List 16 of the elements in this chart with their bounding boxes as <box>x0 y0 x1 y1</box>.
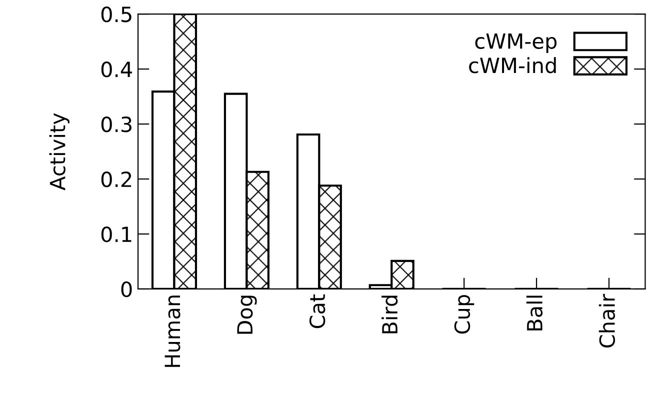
x-tick-label: Chair <box>598 294 616 348</box>
y-tick-label: 0.3 <box>101 116 132 132</box>
y-tick-label: 0.5 <box>101 6 132 22</box>
x-tick-label: Cup <box>454 294 474 334</box>
x-tick-label: Bird <box>382 296 398 334</box>
y-tick-label: 0.1 <box>101 226 132 242</box>
y-tick-label: 0.4 <box>101 62 132 78</box>
x-tick-label: Cat <box>309 294 326 328</box>
y-tick-label: 0.2 <box>101 171 132 188</box>
x-tick-label: Ball <box>526 296 543 330</box>
legend-label: cWM-ep <box>475 33 557 53</box>
legend-label: cWM-ind <box>469 57 556 74</box>
y-axis-title: Activity <box>49 113 70 190</box>
x-tick-label: Human <box>164 296 180 367</box>
x-tick-label: Dog <box>237 296 257 334</box>
y-tick-label: 0 <box>121 281 132 298</box>
